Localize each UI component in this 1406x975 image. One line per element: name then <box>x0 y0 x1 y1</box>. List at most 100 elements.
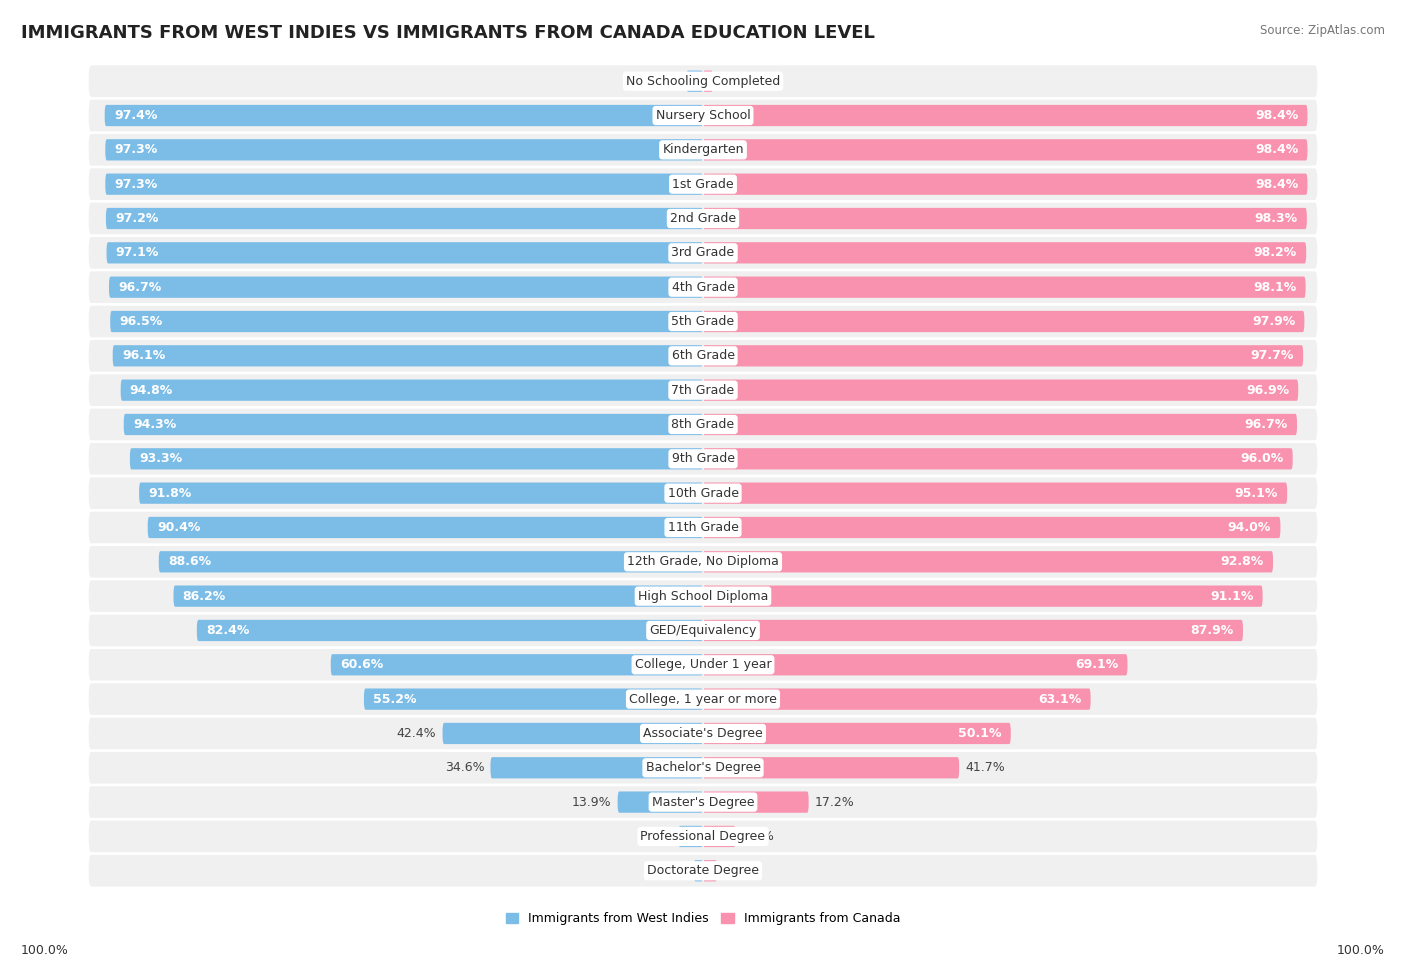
FancyBboxPatch shape <box>197 620 703 642</box>
FancyBboxPatch shape <box>89 169 1317 200</box>
FancyBboxPatch shape <box>693 860 703 881</box>
FancyBboxPatch shape <box>703 586 1263 606</box>
FancyBboxPatch shape <box>703 722 1011 744</box>
FancyBboxPatch shape <box>686 70 703 92</box>
Text: 69.1%: 69.1% <box>1076 658 1118 672</box>
FancyBboxPatch shape <box>364 688 703 710</box>
FancyBboxPatch shape <box>89 65 1317 97</box>
FancyBboxPatch shape <box>89 649 1317 681</box>
Text: 1.6%: 1.6% <box>718 75 751 88</box>
Text: 41.7%: 41.7% <box>966 761 1005 774</box>
Text: 2.3%: 2.3% <box>723 864 755 878</box>
FancyBboxPatch shape <box>148 517 703 538</box>
FancyBboxPatch shape <box>443 722 703 744</box>
FancyBboxPatch shape <box>89 546 1317 577</box>
Text: 97.1%: 97.1% <box>115 247 159 259</box>
FancyBboxPatch shape <box>89 203 1317 234</box>
FancyBboxPatch shape <box>703 826 735 847</box>
FancyBboxPatch shape <box>121 379 703 401</box>
FancyBboxPatch shape <box>105 208 703 229</box>
Text: 96.5%: 96.5% <box>120 315 163 328</box>
FancyBboxPatch shape <box>703 551 1272 572</box>
FancyBboxPatch shape <box>124 413 703 435</box>
Text: College, 1 year or more: College, 1 year or more <box>628 692 778 706</box>
Text: 97.3%: 97.3% <box>114 143 157 156</box>
Text: High School Diploma: High School Diploma <box>638 590 768 603</box>
FancyBboxPatch shape <box>173 586 703 606</box>
Text: 50.1%: 50.1% <box>957 727 1001 740</box>
Text: 94.8%: 94.8% <box>129 383 173 397</box>
FancyBboxPatch shape <box>89 99 1317 132</box>
Text: 1st Grade: 1st Grade <box>672 177 734 191</box>
Text: 1.5%: 1.5% <box>655 864 688 878</box>
FancyBboxPatch shape <box>89 271 1317 303</box>
Text: 4th Grade: 4th Grade <box>672 281 734 293</box>
Text: 98.2%: 98.2% <box>1254 247 1296 259</box>
Text: Doctorate Degree: Doctorate Degree <box>647 864 759 878</box>
Text: IMMIGRANTS FROM WEST INDIES VS IMMIGRANTS FROM CANADA EDUCATION LEVEL: IMMIGRANTS FROM WEST INDIES VS IMMIGRANT… <box>21 24 875 42</box>
FancyBboxPatch shape <box>107 242 703 263</box>
Text: 9th Grade: 9th Grade <box>672 452 734 465</box>
FancyBboxPatch shape <box>703 139 1308 161</box>
FancyBboxPatch shape <box>703 70 713 92</box>
FancyBboxPatch shape <box>89 718 1317 749</box>
FancyBboxPatch shape <box>89 340 1317 371</box>
FancyBboxPatch shape <box>703 517 1281 538</box>
FancyBboxPatch shape <box>703 654 1128 676</box>
Text: 94.0%: 94.0% <box>1227 521 1271 534</box>
Text: 96.9%: 96.9% <box>1246 383 1289 397</box>
Text: 10th Grade: 10th Grade <box>668 487 738 499</box>
Text: 7th Grade: 7th Grade <box>672 383 734 397</box>
FancyBboxPatch shape <box>89 786 1317 818</box>
FancyBboxPatch shape <box>110 277 703 297</box>
FancyBboxPatch shape <box>89 614 1317 646</box>
Text: 90.4%: 90.4% <box>157 521 200 534</box>
Text: 8th Grade: 8th Grade <box>672 418 734 431</box>
Text: 91.1%: 91.1% <box>1211 590 1253 603</box>
Text: GED/Equivalency: GED/Equivalency <box>650 624 756 637</box>
Text: 97.4%: 97.4% <box>114 109 157 122</box>
FancyBboxPatch shape <box>491 758 703 778</box>
FancyBboxPatch shape <box>89 580 1317 612</box>
Text: 98.4%: 98.4% <box>1256 177 1298 191</box>
Text: 34.6%: 34.6% <box>444 761 484 774</box>
FancyBboxPatch shape <box>617 792 703 813</box>
Text: 5th Grade: 5th Grade <box>672 315 734 328</box>
FancyBboxPatch shape <box>703 448 1292 469</box>
Text: 95.1%: 95.1% <box>1234 487 1278 499</box>
Text: 94.3%: 94.3% <box>134 418 176 431</box>
Text: 96.7%: 96.7% <box>118 281 162 293</box>
FancyBboxPatch shape <box>89 478 1317 509</box>
Text: 2nd Grade: 2nd Grade <box>669 212 737 225</box>
Text: 82.4%: 82.4% <box>207 624 249 637</box>
FancyBboxPatch shape <box>129 448 703 469</box>
Text: 98.4%: 98.4% <box>1256 109 1298 122</box>
FancyBboxPatch shape <box>89 683 1317 715</box>
FancyBboxPatch shape <box>703 277 1306 297</box>
FancyBboxPatch shape <box>703 242 1306 263</box>
FancyBboxPatch shape <box>703 413 1296 435</box>
Text: 4.0%: 4.0% <box>640 830 672 843</box>
Text: 98.3%: 98.3% <box>1254 212 1298 225</box>
Text: 86.2%: 86.2% <box>183 590 226 603</box>
FancyBboxPatch shape <box>159 551 703 572</box>
FancyBboxPatch shape <box>703 105 1308 126</box>
FancyBboxPatch shape <box>89 443 1317 475</box>
Text: Source: ZipAtlas.com: Source: ZipAtlas.com <box>1260 24 1385 37</box>
Text: 96.7%: 96.7% <box>1244 418 1288 431</box>
Text: No Schooling Completed: No Schooling Completed <box>626 75 780 88</box>
Text: 55.2%: 55.2% <box>373 692 416 706</box>
Text: 98.4%: 98.4% <box>1256 143 1298 156</box>
Text: 2.7%: 2.7% <box>648 75 681 88</box>
FancyBboxPatch shape <box>703 379 1298 401</box>
FancyBboxPatch shape <box>703 620 1243 642</box>
Text: Professional Degree: Professional Degree <box>641 830 765 843</box>
FancyBboxPatch shape <box>703 345 1303 367</box>
Text: 93.3%: 93.3% <box>139 452 183 465</box>
FancyBboxPatch shape <box>703 483 1286 504</box>
FancyBboxPatch shape <box>89 374 1317 406</box>
FancyBboxPatch shape <box>112 345 703 367</box>
Text: 91.8%: 91.8% <box>148 487 191 499</box>
FancyBboxPatch shape <box>105 139 703 161</box>
FancyBboxPatch shape <box>703 688 1091 710</box>
